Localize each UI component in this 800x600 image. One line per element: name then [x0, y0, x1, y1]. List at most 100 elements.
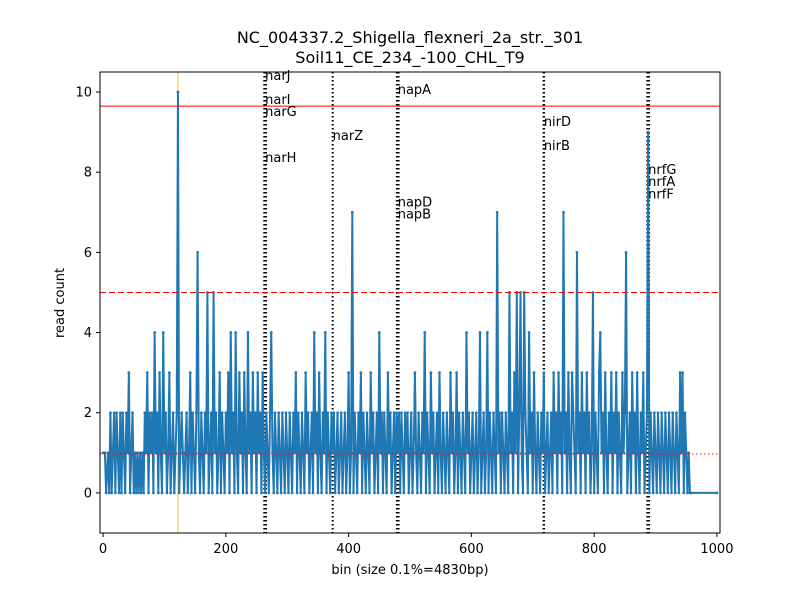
data-point — [649, 411, 653, 415]
data-point — [339, 411, 343, 415]
data-point — [402, 491, 406, 495]
data-point — [684, 451, 688, 455]
gene-label-nrfF: nrfF — [648, 187, 674, 202]
data-point — [290, 491, 294, 495]
data-point — [169, 491, 172, 495]
data-point — [603, 371, 607, 375]
data-point — [287, 491, 290, 495]
data-point — [225, 451, 229, 455]
data-point — [648, 491, 651, 495]
data-point — [474, 411, 478, 415]
data-point — [652, 411, 656, 415]
data-point — [467, 411, 471, 415]
data-point — [638, 491, 641, 495]
data-point — [517, 411, 521, 415]
data-point — [435, 411, 439, 415]
data-point — [401, 451, 405, 455]
data-point — [587, 411, 591, 415]
data-point — [149, 451, 153, 455]
data-point — [404, 451, 408, 455]
data-point — [237, 371, 241, 375]
data-point — [441, 411, 445, 415]
data-point — [419, 491, 423, 495]
read-count-series — [101, 90, 719, 495]
data-point — [231, 411, 235, 415]
data-point — [291, 411, 295, 415]
data-point — [456, 491, 460, 495]
chart-title-line-2: Soil11_CE_234_-100_CHL_T9 — [295, 48, 524, 68]
data-point — [541, 451, 544, 455]
data-point — [288, 411, 292, 415]
data-point — [147, 491, 150, 495]
data-point — [240, 411, 244, 415]
data-point — [504, 411, 508, 415]
data-point — [553, 451, 557, 455]
data-point — [436, 491, 440, 495]
data-point — [578, 411, 581, 415]
data-point — [176, 90, 180, 94]
x-tick-label: 600 — [459, 542, 484, 557]
data-point — [510, 411, 514, 415]
data-point — [489, 451, 493, 455]
data-point — [566, 371, 570, 375]
data-point — [500, 411, 504, 415]
data-point — [444, 491, 447, 495]
data-point — [471, 411, 475, 415]
data-point — [284, 411, 288, 415]
data-point — [562, 210, 565, 214]
gene-label-nrfG: nrfG — [648, 163, 676, 178]
x-tick-label: 800 — [582, 542, 607, 557]
data-point — [617, 411, 621, 415]
data-point — [206, 291, 209, 294]
data-point — [158, 371, 161, 375]
data-point — [598, 331, 602, 334]
data-point — [509, 451, 513, 455]
data-point — [112, 411, 116, 415]
data-point — [215, 491, 219, 495]
data-point — [407, 491, 411, 495]
data-point — [476, 491, 479, 495]
data-point — [283, 491, 287, 495]
data-point — [683, 411, 687, 415]
y-tick-label: 0 — [84, 486, 92, 501]
data-point — [250, 491, 254, 495]
data-point — [621, 371, 624, 375]
data-point — [245, 491, 249, 495]
data-point — [224, 411, 228, 415]
data-point — [352, 491, 355, 495]
data-point — [365, 411, 369, 415]
data-point — [473, 451, 477, 455]
x-tick-label: 1000 — [700, 542, 733, 557]
data-point — [197, 451, 201, 455]
data-point — [516, 491, 520, 495]
data-point — [326, 411, 330, 415]
data-point — [635, 371, 639, 375]
data-point — [320, 491, 323, 495]
data-point — [606, 491, 610, 495]
x-axis-label: bin (size 0.1%=4830bp) — [331, 563, 488, 578]
data-point — [255, 491, 258, 495]
data-point — [537, 451, 541, 455]
data-point — [311, 491, 315, 495]
data-point — [575, 250, 579, 254]
data-point — [585, 371, 589, 375]
x-tick-label: 0 — [99, 542, 107, 557]
data-point — [505, 451, 509, 455]
gene-label-nirD: nirD — [544, 115, 571, 130]
data-point — [198, 491, 202, 495]
data-point — [203, 411, 207, 415]
data-point — [425, 411, 429, 415]
data-point — [429, 371, 433, 375]
data-point — [483, 491, 487, 495]
data-point — [392, 411, 396, 415]
data-point — [670, 491, 673, 495]
data-point — [645, 411, 649, 415]
data-point — [201, 451, 204, 455]
data-point — [380, 411, 384, 415]
data-point — [349, 451, 353, 455]
data-point — [624, 250, 628, 254]
data-point — [636, 451, 640, 455]
data-point — [564, 411, 568, 415]
data-point — [457, 411, 461, 415]
data-point — [104, 491, 108, 495]
